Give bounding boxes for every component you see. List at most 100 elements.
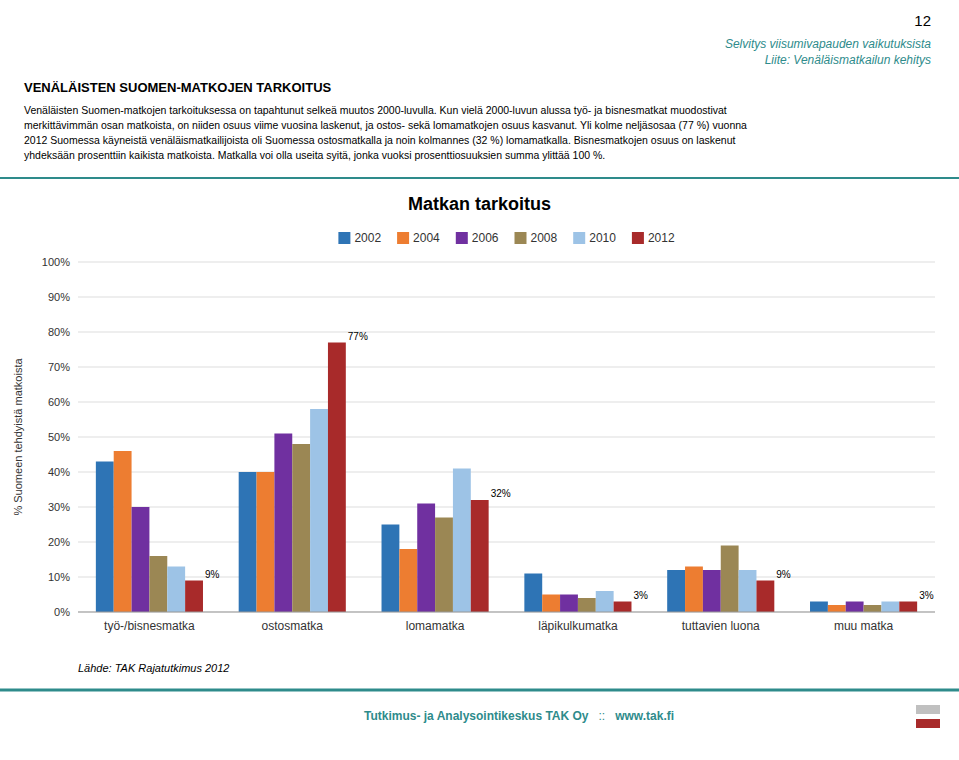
x-tick-label: lomamatka xyxy=(406,619,465,633)
grid-line xyxy=(78,332,935,333)
legend-swatch xyxy=(515,232,527,244)
bar xyxy=(596,591,614,612)
header-body: Venäläisten Suomen-matkojen tarkoitukses… xyxy=(24,104,747,161)
footer-right: www.tak.fi xyxy=(614,709,674,723)
bar xyxy=(881,602,899,613)
footer-left: Tutkimus- ja Analysointikeskus TAK Oy xyxy=(364,709,589,723)
bar xyxy=(328,343,346,613)
legend-swatch xyxy=(338,232,350,244)
grid-line xyxy=(78,367,935,368)
header-body-line: merkittävimmän osan matkoista, on niiden… xyxy=(24,119,747,131)
x-tick-label: työ-/bisnesmatka xyxy=(104,619,195,633)
bar xyxy=(899,602,917,613)
bar xyxy=(149,556,167,612)
x-tick-label: tuttavien luona xyxy=(682,619,760,633)
data-label: 3% xyxy=(633,590,648,601)
bar xyxy=(828,605,846,612)
subtitle: Liite: Venäläismatkailun kehitys xyxy=(765,53,931,67)
bar xyxy=(114,451,132,612)
bar xyxy=(614,602,632,613)
bar xyxy=(739,570,757,612)
bar xyxy=(524,574,542,613)
legend: 200220042006200820102012 xyxy=(338,231,675,245)
data-label: 9% xyxy=(776,569,791,580)
x-axis-line xyxy=(78,612,935,613)
bar xyxy=(703,570,721,612)
y-tick-label: 40% xyxy=(48,466,70,478)
legend-label: 2012 xyxy=(648,231,675,245)
source-text: Lähde: TAK Rajatutkimus 2012 xyxy=(78,662,229,674)
background xyxy=(0,0,959,760)
grid xyxy=(78,262,935,612)
bar xyxy=(685,567,703,613)
grid-line xyxy=(78,507,935,508)
y-tick-label: 90% xyxy=(48,291,70,303)
legend-swatch xyxy=(573,232,585,244)
bar xyxy=(310,409,328,612)
grid-line xyxy=(78,612,935,613)
data-label: 3% xyxy=(919,590,934,601)
x-tick-label: läpikulkumatka xyxy=(538,619,618,633)
footer-separator: :: xyxy=(599,709,606,723)
bar xyxy=(435,518,453,613)
bar xyxy=(721,546,739,613)
header-body-line: yhdeksään prosenttiin kaikista matkoista… xyxy=(24,149,605,161)
grid-line xyxy=(78,472,935,473)
page: 12 Selvitys viisumivapauden vaikutuksista… xyxy=(0,0,959,760)
grid-line xyxy=(78,542,935,543)
data-label: 9% xyxy=(205,569,220,580)
bar xyxy=(846,602,864,613)
legend-swatch xyxy=(632,232,644,244)
bar xyxy=(239,472,257,612)
legend-label: 2004 xyxy=(413,231,440,245)
y-tick-label: 80% xyxy=(48,326,70,338)
bar xyxy=(257,472,275,612)
legend-label: 2010 xyxy=(589,231,616,245)
legend-label: 2002 xyxy=(354,231,381,245)
bar xyxy=(382,525,400,613)
grid-line xyxy=(78,297,935,298)
legend-swatch xyxy=(456,232,468,244)
bar xyxy=(274,434,292,613)
data-label: 32% xyxy=(491,488,511,499)
grid-line xyxy=(78,402,935,403)
subtitle: Selvitys viisumivapauden vaikutuksista xyxy=(725,37,931,51)
brand-square xyxy=(916,719,940,728)
grid-line xyxy=(78,262,935,263)
y-tick-label: 100% xyxy=(42,256,70,268)
brand-square xyxy=(916,705,940,714)
data-label: 77% xyxy=(348,331,368,342)
x-tick-label: muu matka xyxy=(834,619,894,633)
bar xyxy=(132,507,150,612)
x-tick-label: ostosmatka xyxy=(262,619,324,633)
bar xyxy=(453,469,471,613)
bar xyxy=(667,570,685,612)
y-tick-label: 10% xyxy=(48,571,70,583)
y-tick-label: 30% xyxy=(48,501,70,513)
y-tick-label: 60% xyxy=(48,396,70,408)
bar xyxy=(864,605,882,612)
grid-line xyxy=(78,437,935,438)
y-tick-label: 20% xyxy=(48,536,70,548)
bar xyxy=(185,581,203,613)
legend-swatch xyxy=(397,232,409,244)
bar xyxy=(756,581,774,613)
footer-rule xyxy=(0,689,959,692)
chart-title: Matkan tarkoitus xyxy=(408,194,551,214)
bar xyxy=(417,504,435,613)
bar xyxy=(167,567,185,613)
bar xyxy=(399,549,417,612)
bar xyxy=(292,444,310,612)
bar xyxy=(578,598,596,612)
header-body-line: 2012 Suomessa käyneistä venäläismatkaili… xyxy=(24,134,736,146)
y-tick-label: 0% xyxy=(54,606,70,618)
header-body-line: Venäläisten Suomen-matkojen tarkoitukses… xyxy=(24,104,727,116)
bar xyxy=(96,462,114,613)
bar xyxy=(560,595,578,613)
y-axis-label: % Suomeen tehdyistä matkoista xyxy=(12,358,24,516)
header-rule xyxy=(0,177,959,179)
legend-label: 2006 xyxy=(472,231,499,245)
bar xyxy=(810,602,828,613)
y-tick-label: 70% xyxy=(48,361,70,373)
page-number: 12 xyxy=(914,12,931,29)
